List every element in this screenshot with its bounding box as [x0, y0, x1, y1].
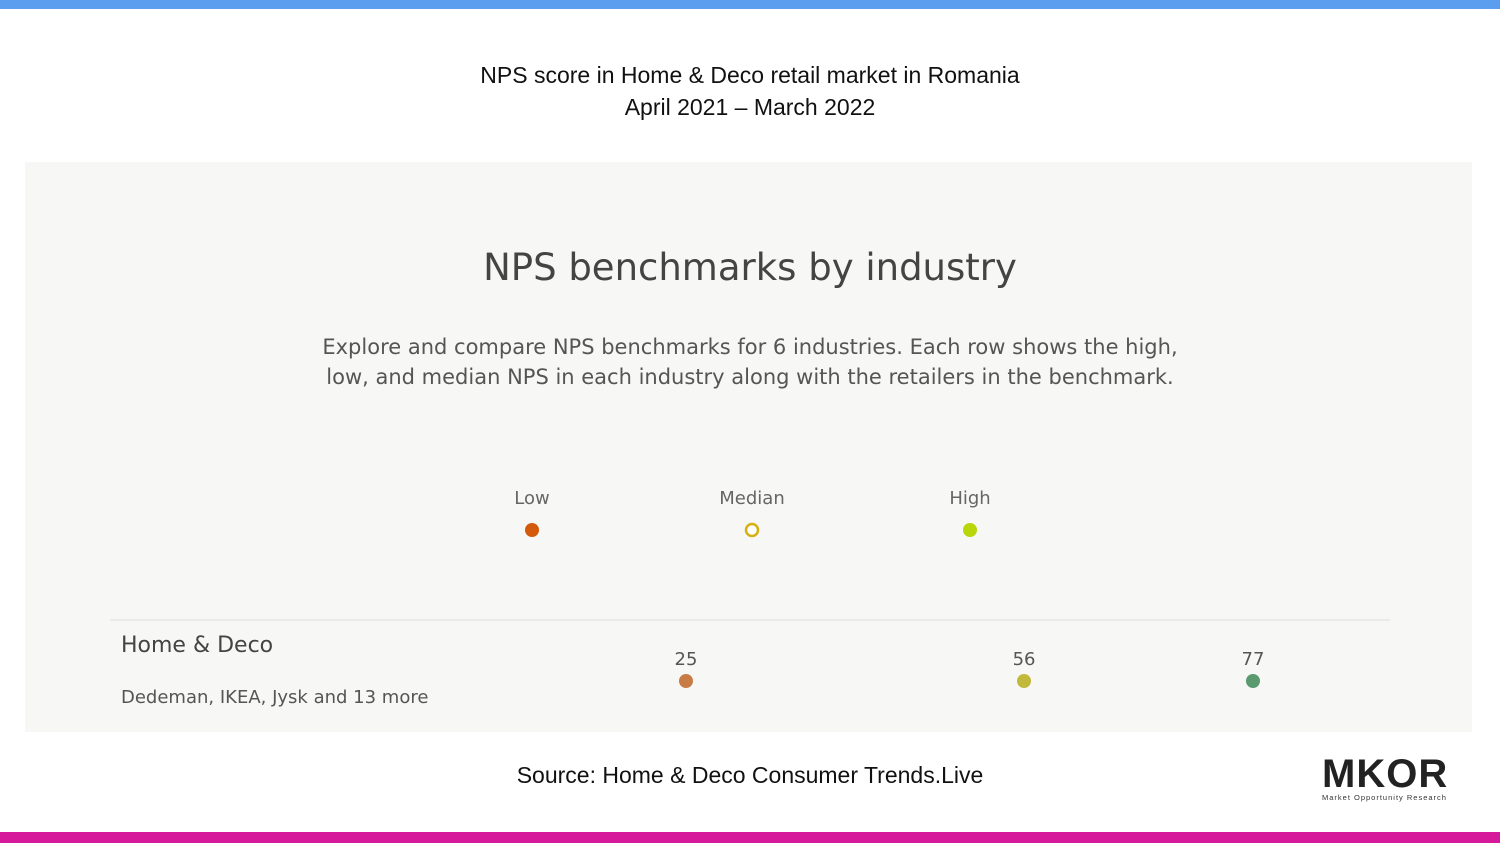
low-dot	[679, 674, 693, 688]
bottom-bar	[0, 832, 1500, 843]
high-label: 77	[1242, 649, 1265, 670]
median-label: 56	[1013, 649, 1036, 670]
legend-median: Median	[719, 488, 785, 509]
logo-tagline: Market Opportunity Research	[1322, 793, 1447, 802]
legend-dot	[525, 523, 539, 537]
high-dot	[1246, 674, 1260, 688]
logo: MKOR	[1322, 752, 1449, 796]
legend-high: High	[949, 488, 991, 509]
header-title: NPS score in Home & Deco retail market i…	[480, 62, 1020, 88]
header-subtitle: April 2021 – March 2022	[624, 94, 876, 120]
low-label: 25	[675, 649, 698, 670]
industry-name: Home & Deco	[121, 633, 274, 658]
panel-description: Explore and compare NPS benchmarks for 6…	[322, 335, 1178, 389]
source: Source: Home & Deco Consumer Trends.Live	[516, 762, 984, 788]
panel	[25, 162, 1472, 732]
top-bar	[0, 0, 1500, 9]
panel-title: NPS benchmarks by industry	[483, 246, 1017, 289]
median-dot	[1017, 674, 1032, 688]
legend-low: Low	[514, 488, 550, 509]
legend-dot	[744, 522, 760, 538]
legend-dot	[963, 523, 977, 537]
retailers: Dedeman, IKEA, Jysk and 13 more	[121, 687, 429, 708]
